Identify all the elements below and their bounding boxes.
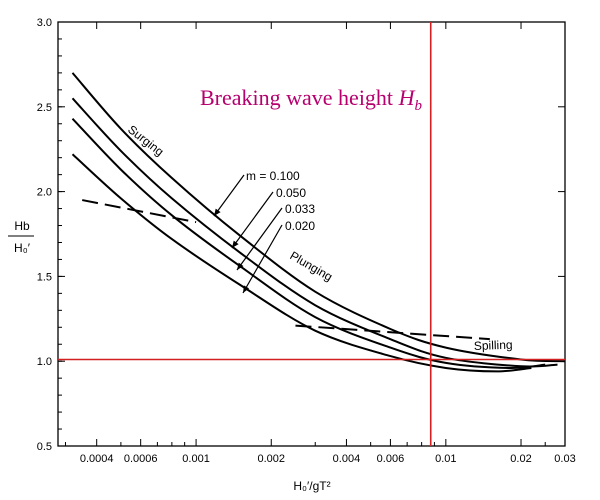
leader-arrowhead-1 [232, 240, 239, 248]
plot-frame [57, 21, 566, 447]
y-tick-label: 1.5 [37, 271, 52, 283]
x-tick-label: 0.0006 [124, 453, 158, 465]
x-tick-labels: 0.0004 0.0006 0.001 0.002 0.004 0.006 0.01 0.02… [80, 453, 576, 465]
y-tick-label: 2.0 [37, 187, 52, 199]
series-line-0 [71, 72, 566, 363]
series-line-3 [71, 153, 532, 373]
y-tick-label: 3.0 [37, 17, 52, 29]
overlay-title: Breaking wave height Hb [200, 85, 422, 114]
x-axis-label: H₀′/gT² [293, 479, 330, 493]
x-tick-label: 0.0004 [80, 453, 114, 465]
series-line-1 [71, 97, 558, 368]
overlay-title-subscript: b [414, 98, 422, 114]
curve-label-m0100: m = 0.100 [246, 169, 300, 183]
x-tick-label: 0.01 [435, 453, 456, 465]
x-tick-label: 0.006 [377, 453, 405, 465]
y-axis-label-numerator: Hb [14, 219, 30, 233]
leader-line-1 [231, 191, 274, 249]
leader-arrowhead-3 [243, 285, 250, 293]
curve-label-leaders [213, 174, 283, 294]
leader-line-0 [213, 174, 245, 217]
y-tick-label: 1.0 [37, 356, 52, 368]
x-tick-label: 0.03 [554, 453, 575, 465]
region-label-spilling: Spilling [474, 338, 513, 353]
y-tick-label: 0.5 [37, 441, 52, 453]
overlay-title-variable: H [398, 85, 416, 110]
leader-line-3 [242, 224, 283, 294]
x-tick-label: 0.004 [333, 453, 361, 465]
x-tick-label: 0.02 [510, 453, 531, 465]
x-tick-label: 0.001 [182, 453, 210, 465]
series-line-2 [71, 118, 546, 370]
y-tick-label: 2.5 [37, 102, 52, 114]
leader-arrowhead-0 [214, 208, 221, 216]
y-axis-label-denominator: H₀′ [14, 241, 31, 255]
marker-lines [58, 22, 565, 446]
curve-label-m0050: 0.050 [276, 186, 306, 200]
x-tick-label: 0.002 [257, 453, 285, 465]
breaker-boundary-1 [295, 324, 490, 341]
series-lines [71, 72, 566, 373]
curve-label-m0020: 0.020 [285, 219, 315, 233]
curve-label-m0033: 0.033 [285, 202, 315, 216]
leader-line-2 [236, 207, 283, 271]
axis-ticks [58, 21, 566, 447]
y-tick-labels: 0.5 1.0 1.5 2.0 2.5 3.0 [37, 17, 52, 453]
leader-arrowhead-2 [237, 262, 244, 270]
overlay-title-text: Breaking wave height [200, 85, 399, 110]
